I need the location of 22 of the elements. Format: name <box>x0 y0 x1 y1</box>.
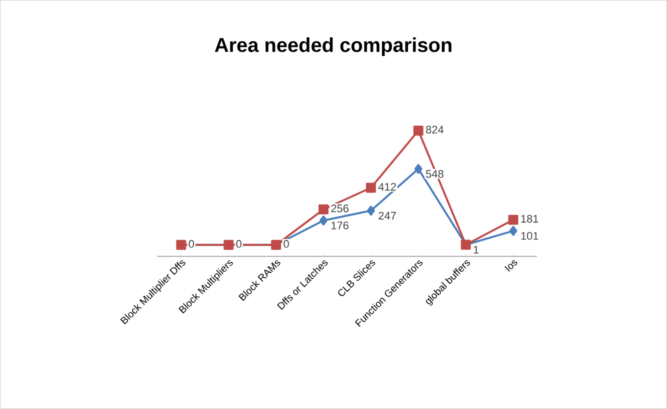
data-label: 412 <box>378 183 396 191</box>
x-tick-label: Ios <box>504 260 518 272</box>
data-label: 548 <box>426 170 444 178</box>
data-label: 0 <box>236 240 242 248</box>
data-label: 101 <box>521 232 538 240</box>
data-label: 0 <box>188 240 194 248</box>
data-label: 824 <box>426 126 444 134</box>
point <box>318 204 328 215</box>
data-label: 181 <box>521 215 538 223</box>
data-label: 1 <box>474 246 479 254</box>
point <box>509 226 518 236</box>
point <box>320 216 328 226</box>
point <box>366 206 375 216</box>
point <box>413 126 424 136</box>
chart-title: Area needed comparison <box>214 38 452 56</box>
data-label: 256 <box>331 204 348 212</box>
data-label: 247 <box>378 212 396 220</box>
data-label: 176 <box>332 222 348 230</box>
point <box>508 214 518 225</box>
data-label: 0 <box>284 240 289 248</box>
point <box>414 164 422 174</box>
point <box>366 182 376 193</box>
